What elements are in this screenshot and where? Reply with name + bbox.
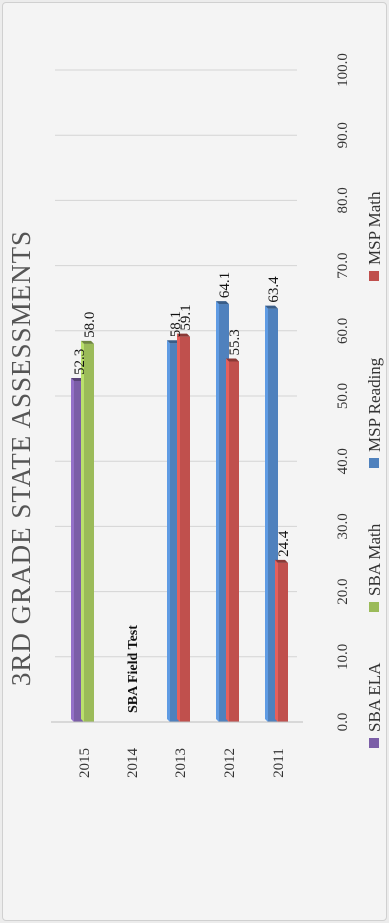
annotation-label: SBA Field Test — [126, 625, 141, 713]
bar-cap — [71, 378, 84, 382]
legend-item: SBA Math — [365, 523, 384, 612]
value-tick-label: 0.0 — [335, 713, 351, 732]
data-labels: 52.3 58.0 58.159.1 64.1 55.3 63.4 24.4 SBA Fiel… — [72, 272, 292, 713]
legend-swatch — [369, 738, 379, 748]
data-label: 63.4 — [266, 276, 282, 303]
legend-swatch — [369, 271, 379, 281]
bar-face — [278, 562, 288, 722]
value-tick-label: 60.0 — [335, 318, 351, 344]
data-label: 55.3 — [227, 329, 243, 355]
category-tick-label: 2014 — [125, 748, 141, 779]
value-tick-label: 30.0 — [335, 513, 351, 539]
legend-label: SBA Math — [365, 523, 384, 596]
value-tick-label: 80.0 — [335, 187, 351, 213]
legend-swatch — [369, 602, 379, 612]
category-tick-label: 2013 — [173, 748, 189, 778]
bar-cap — [226, 358, 239, 362]
data-label: 52.3 — [72, 349, 88, 375]
value-tick-label: 100.0 — [335, 53, 351, 87]
bar-cap — [275, 559, 288, 563]
value-tick-label: 90.0 — [335, 122, 351, 148]
bar-face — [229, 361, 239, 722]
bar — [81, 340, 94, 722]
value-tick-label: 10.0 — [335, 644, 351, 670]
bar — [226, 358, 239, 722]
bar-top — [81, 340, 84, 722]
axes: 0.0 10.0 20.0 30.0 40.0 50.0 60.0 70.0 80.0 90.0 1… — [51, 53, 351, 778]
bar-cap — [167, 340, 180, 344]
bar-face — [84, 343, 94, 722]
data-label: 59.1 — [178, 304, 194, 330]
legend-item: SBA ELA — [365, 662, 384, 748]
bar — [177, 333, 190, 722]
data-label: 64.1 — [217, 272, 233, 298]
bar-top — [265, 305, 268, 722]
legend-swatch — [369, 458, 379, 468]
value-tick-label: 50.0 — [335, 383, 351, 409]
bar-cap — [265, 305, 278, 309]
category-tick-label: 2011 — [271, 748, 287, 777]
bar-cap — [216, 301, 229, 305]
bar-top — [216, 301, 219, 722]
chart-title: 3RD GRADE STATE ASSESSMENTS — [6, 230, 36, 686]
data-label: 58.1 — [168, 311, 184, 337]
legend-label: SBA ELA — [365, 662, 384, 732]
bar-cap — [81, 340, 94, 344]
bar-top — [177, 333, 180, 722]
value-tick-label: 70.0 — [335, 252, 351, 278]
data-label: 24.4 — [276, 530, 292, 557]
bar-top — [275, 559, 278, 722]
legend-item: MSP Reading — [365, 357, 384, 468]
bars — [71, 301, 288, 722]
category-tick-label: 2012 — [222, 748, 238, 778]
data-label: 58.0 — [82, 312, 98, 338]
bar — [275, 559, 288, 722]
legend-item: MSP Math — [365, 191, 384, 281]
value-tick-label: 20.0 — [335, 578, 351, 604]
bar-top — [71, 378, 74, 722]
legend-label: MSP Reading — [365, 357, 384, 452]
category-tick-label: 2015 — [77, 748, 93, 778]
bar-cap — [177, 333, 190, 337]
value-tick-label: 40.0 — [335, 448, 351, 474]
bar-top — [167, 340, 170, 722]
legend: SBA ELA SBA Math MSP Reading MSP Math — [365, 191, 384, 748]
bar-face — [180, 336, 190, 722]
legend-label: MSP Math — [365, 191, 384, 265]
bar-top — [226, 358, 229, 722]
